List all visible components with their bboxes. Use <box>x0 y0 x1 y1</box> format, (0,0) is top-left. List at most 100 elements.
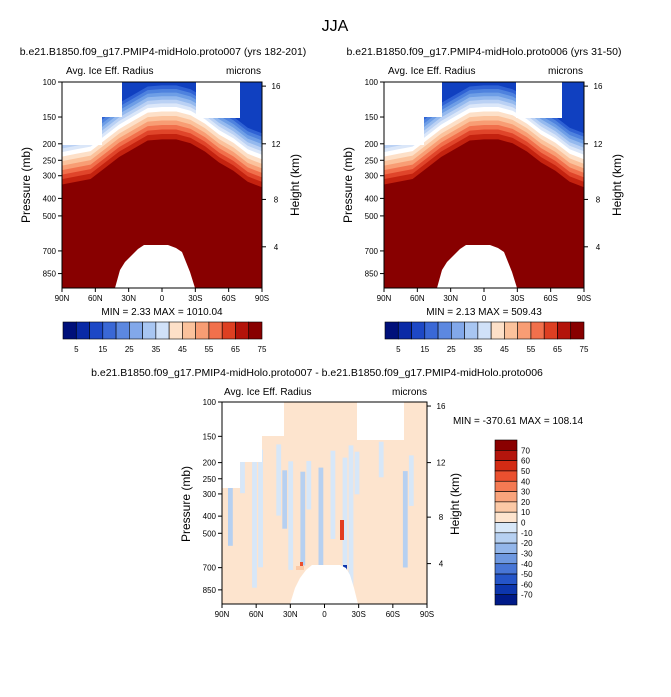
missing-region-top <box>384 82 442 145</box>
colorbar-swatch <box>494 501 518 513</box>
colorbar-label: -10 <box>521 529 533 538</box>
colorbar-label: 40 <box>521 477 530 486</box>
y-right-tick-label: 4 <box>439 560 444 569</box>
min-max-text: MIN = 2.33 MAX = 1010.04 <box>101 307 223 318</box>
colorbar-label: -50 <box>521 570 533 579</box>
panel-subtitle-left: Avg. Ice Eff. Radius <box>66 66 153 77</box>
y-right-tick-label: 12 <box>594 140 603 149</box>
y-tick-label: 200 <box>43 140 57 149</box>
colorbar-swatch <box>494 532 518 544</box>
missing-region-surface <box>115 245 195 288</box>
colorbar-swatch <box>494 450 518 461</box>
x-tick-label: 60S <box>386 610 400 619</box>
y-right-tick-label: 4 <box>274 243 279 252</box>
x-tick-label: 90N <box>215 610 230 619</box>
colorbar-swatch <box>129 321 143 340</box>
x-tick-label: 30S <box>352 610 366 619</box>
y-axis-label: Pressure (mb) <box>19 147 33 223</box>
panel-subtitle-left: Avg. Ice Eff. Radius <box>224 387 311 398</box>
field-diff <box>228 439 414 604</box>
colorbar-label: 25 <box>447 345 456 354</box>
colorbar-swatch <box>494 470 518 482</box>
panel-subtitle-left: Avg. Ice Eff. Radius <box>388 66 475 77</box>
colorbar-swatch <box>437 321 452 340</box>
y-tick-label: 250 <box>365 156 379 165</box>
colorbar-swatch <box>494 522 518 534</box>
colorbar: 5 15 25 35 45 55 65 75 <box>62 321 267 354</box>
colorbar-swatch <box>490 321 505 340</box>
missing-region-surface <box>290 565 358 604</box>
colorbar-label: -20 <box>521 539 533 548</box>
y-right-tick-label: 8 <box>439 513 444 522</box>
panel-subtitle-right: microns <box>548 66 583 77</box>
x-tick-label: 90N <box>55 294 70 303</box>
y-right-tick-label: 8 <box>274 195 279 204</box>
colorbar-label: 5 <box>396 345 401 354</box>
x-tick-label: 30S <box>188 294 202 303</box>
colorbar-swatch <box>494 542 518 554</box>
colorbar-swatch <box>182 321 196 340</box>
diff-patch <box>296 566 304 570</box>
colorbar-swatch <box>530 321 545 340</box>
colorbar-swatch <box>115 321 130 340</box>
y-tick-label: 400 <box>365 194 379 203</box>
y-tick-label: 100 <box>203 398 217 407</box>
y-axis-label: Pressure (mb) <box>341 147 355 223</box>
y-axis-right-label: Height (km) <box>448 473 462 535</box>
y-right-tick-label: 16 <box>437 402 446 411</box>
colorbar-label: 15 <box>98 345 107 354</box>
colorbar-swatch <box>168 321 183 340</box>
colorbar-label: 45 <box>500 345 509 354</box>
diff-patch <box>282 470 288 529</box>
colorbar-swatch <box>494 563 518 575</box>
colorbar-swatch <box>494 480 518 492</box>
y-right-tick-label: 8 <box>596 195 601 204</box>
diff-patch <box>252 439 257 588</box>
colorbar-label: 75 <box>580 345 589 354</box>
y-tick-label: 100 <box>365 78 379 87</box>
colorbar-swatch <box>235 321 250 340</box>
colorbar-swatch <box>557 321 572 340</box>
diff-patch <box>318 467 324 604</box>
colorbar-label: 50 <box>521 467 530 476</box>
y-tick-label: 200 <box>203 459 217 468</box>
panel-subtitle-right: microns <box>392 387 427 398</box>
colorbar-swatch <box>62 321 77 340</box>
colorbar-label: 10 <box>521 508 530 517</box>
x-tick-label: 60S <box>222 294 236 303</box>
x-tick-label: 90S <box>577 294 591 303</box>
diff-patch <box>402 471 408 568</box>
colorbar-swatch <box>75 321 90 340</box>
x-tick-label: 0 <box>482 294 487 303</box>
colorbar-label: 45 <box>178 345 187 354</box>
colorbar-swatch <box>384 321 399 340</box>
colorbar-swatch <box>494 511 518 523</box>
diff-patch <box>378 441 384 478</box>
y-tick-label: 200 <box>365 140 379 149</box>
y-tick-label: 400 <box>43 194 57 203</box>
diff-patch <box>228 467 233 546</box>
colorbar-swatch <box>424 321 439 340</box>
colorbar-label: -60 <box>521 580 533 589</box>
colorbar-swatch <box>494 491 518 503</box>
panel-title: b.e21.B1850.f09_g17.PMIP4-midHolo.proto0… <box>347 46 622 58</box>
colorbar-swatch <box>494 553 518 565</box>
colorbar-swatch <box>570 321 585 340</box>
y-tick-label: 400 <box>203 512 217 521</box>
colorbar-label: 25 <box>125 345 134 354</box>
colorbar-label: 65 <box>553 345 562 354</box>
y-tick-label: 700 <box>365 247 379 256</box>
colorbar-label: 5 <box>74 345 79 354</box>
colorbar-swatch <box>155 321 170 340</box>
min-max-text: MIN = 2.13 MAX = 509.43 <box>426 307 542 318</box>
diff-patch <box>306 461 312 510</box>
y-tick-label: 500 <box>203 529 217 538</box>
panel-top-left: b.e21.B1850.f09_g17.PMIP4-midHolo.proto0… <box>19 46 306 354</box>
panel-title: b.e21.B1850.f09_g17.PMIP4-midHolo.proto0… <box>20 46 307 58</box>
diff-patch <box>340 520 344 540</box>
plot-area <box>383 81 585 289</box>
x-tick-label: 30N <box>443 294 458 303</box>
x-tick-label: 30N <box>121 294 136 303</box>
